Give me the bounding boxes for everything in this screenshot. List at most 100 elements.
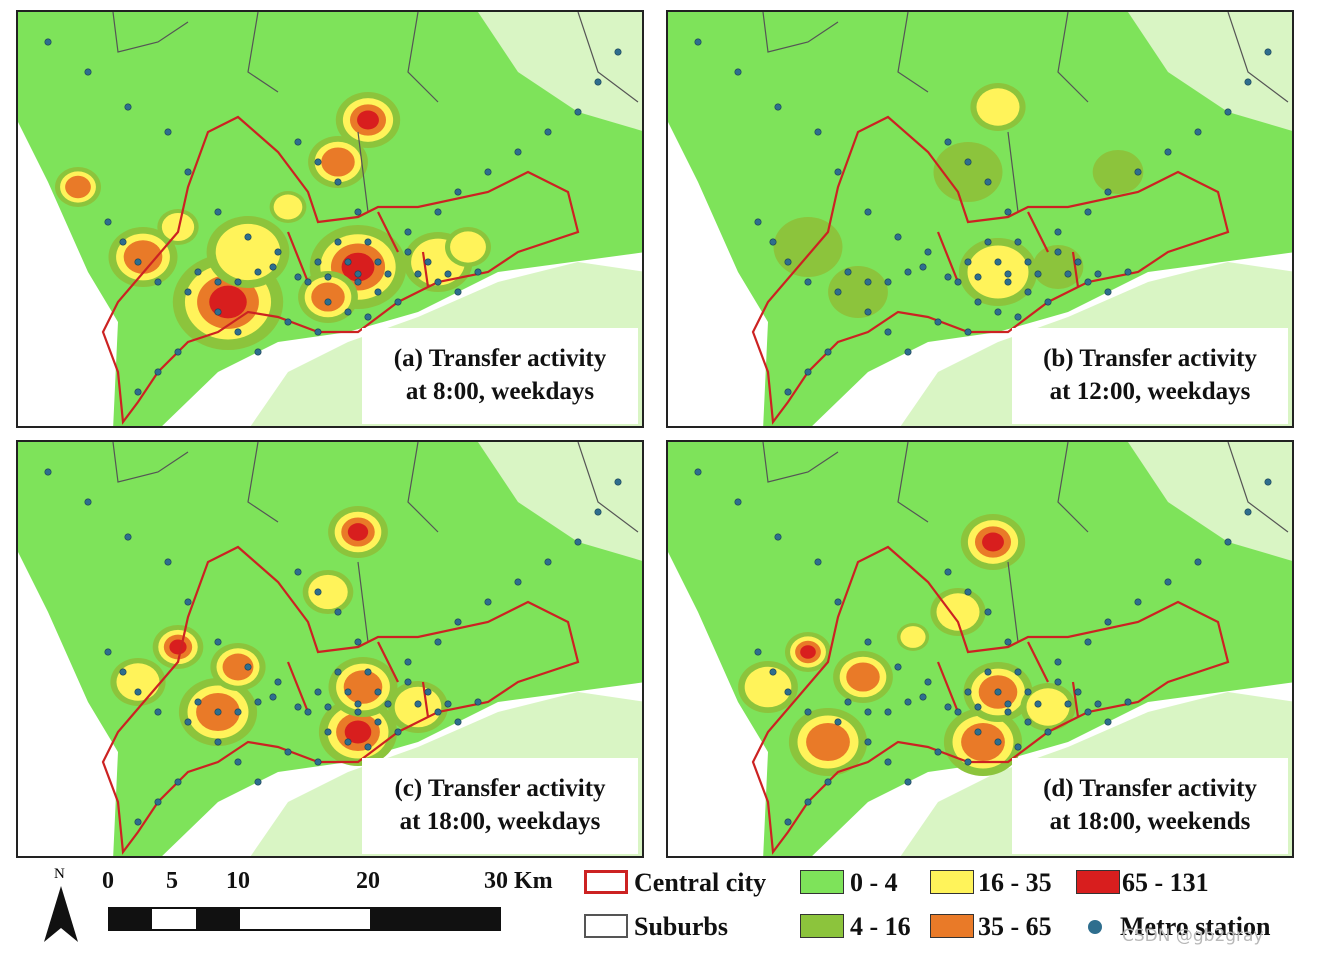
metro-station: [314, 258, 322, 266]
caption-line-2: at 12:00, weekdays: [1049, 378, 1251, 405]
map-panel-a: (a) Transfer activity at 8:00, weekdays: [16, 10, 644, 428]
panel-caption-c: (c) Transfer activity at 18:00, weekdays: [362, 758, 638, 854]
density-blob: [961, 722, 1005, 762]
metro-station: [1224, 538, 1232, 546]
panel-caption-a: (a) Transfer activity at 8:00, weekdays: [362, 328, 638, 424]
metro-station: [1054, 678, 1062, 686]
metro-station: [269, 693, 277, 701]
metro-station: [514, 578, 522, 586]
metro-station: [904, 268, 912, 276]
metro-station: [974, 298, 982, 306]
class-swatch-65-131: [1076, 870, 1120, 894]
metro-station: [444, 700, 452, 708]
caption-line-1: (a) Transfer activity: [393, 345, 607, 372]
metro-station: [344, 688, 352, 696]
metro-station-label: Metro station: [1120, 912, 1271, 941]
metro-station: [784, 388, 792, 396]
metro-station: [984, 668, 992, 676]
metro-station: [1024, 288, 1032, 296]
metro-station: [164, 558, 172, 566]
metro-station: [174, 348, 182, 356]
northeast-land: [1128, 12, 1292, 131]
metro-station: [1014, 238, 1022, 246]
density-blob: [967, 245, 1029, 299]
metro-station: [904, 778, 912, 786]
metro-station-icon: [1088, 920, 1102, 934]
density-blob: [343, 670, 383, 704]
north-arrow: N: [40, 866, 82, 946]
metro-station: [804, 368, 812, 376]
metro-station: [314, 158, 322, 166]
metro-station: [1044, 298, 1052, 306]
scale-tick-5: 5: [166, 868, 178, 894]
metro-station: [474, 268, 482, 276]
metro-station: [254, 268, 262, 276]
central-city-swatch: [584, 870, 628, 894]
metro-station: [994, 258, 1002, 266]
metro-station: [254, 348, 262, 356]
metro-station: [1134, 168, 1142, 176]
metro-station: [754, 218, 762, 226]
panel-caption-b: (b) Transfer activity at 12:00, weekdays: [1012, 328, 1288, 424]
metro-station: [364, 238, 372, 246]
metro-station: [514, 148, 522, 156]
metro-station: [414, 700, 422, 708]
suburb-boundaries: [112, 442, 639, 643]
metro-station: [194, 698, 202, 706]
metro-station: [214, 738, 222, 746]
class-label-16-35: 16 - 35: [978, 868, 1052, 897]
metro-station: [1004, 208, 1012, 216]
density-blob: [773, 217, 843, 277]
metro-station: [284, 318, 292, 326]
metro-station: [544, 558, 552, 566]
metro-station: [804, 278, 812, 286]
metro-station: [894, 663, 902, 671]
class-label-0-4: 0 - 4: [850, 868, 898, 897]
metro-station: [254, 698, 262, 706]
metro-station: [934, 318, 942, 326]
metro-station: [1044, 728, 1052, 736]
metro-station: [1004, 278, 1012, 286]
metro-station: [1024, 688, 1032, 696]
metro-station: [804, 798, 812, 806]
metro-station: [334, 668, 342, 676]
sea-west: [668, 552, 768, 856]
density-blob: [357, 110, 379, 130]
density-blob: [215, 223, 281, 281]
class-swatch-16-35: [930, 870, 974, 894]
metro-station: [274, 248, 282, 256]
metro-station: [994, 688, 1002, 696]
density-blob: [321, 147, 355, 177]
sea-west: [668, 122, 768, 426]
metro-station: [919, 693, 927, 701]
metro-station: [134, 388, 142, 396]
metro-station: [1004, 700, 1012, 708]
map-panel-c: (c) Transfer activity at 18:00, weekdays: [16, 440, 644, 858]
metro-station: [574, 538, 582, 546]
north-arrow-icon: [44, 886, 61, 942]
metro-station: [294, 568, 302, 576]
metro-station: [984, 178, 992, 186]
metro-station: [1084, 278, 1092, 286]
scale-tick-20: 20: [356, 868, 380, 894]
density-blob: [311, 282, 345, 312]
metro-station: [414, 270, 422, 278]
metro-station: [344, 738, 352, 746]
class-swatch-0-4: [800, 870, 844, 894]
metro-station: [344, 258, 352, 266]
metro-station: [364, 668, 372, 676]
density-blob: [900, 626, 926, 648]
metro-station: [1224, 108, 1232, 116]
metro-station: [1104, 718, 1112, 726]
metro-station: [834, 598, 842, 606]
metro-station: [864, 708, 872, 716]
metro-station: [314, 688, 322, 696]
metro-station: [134, 258, 142, 266]
metro-station: [944, 568, 952, 576]
metro-station: [244, 663, 252, 671]
metro-station: [834, 718, 842, 726]
metro-station: [294, 273, 302, 281]
metro-station: [1004, 270, 1012, 278]
metro-station: [884, 708, 892, 716]
metro-station: [769, 668, 777, 676]
